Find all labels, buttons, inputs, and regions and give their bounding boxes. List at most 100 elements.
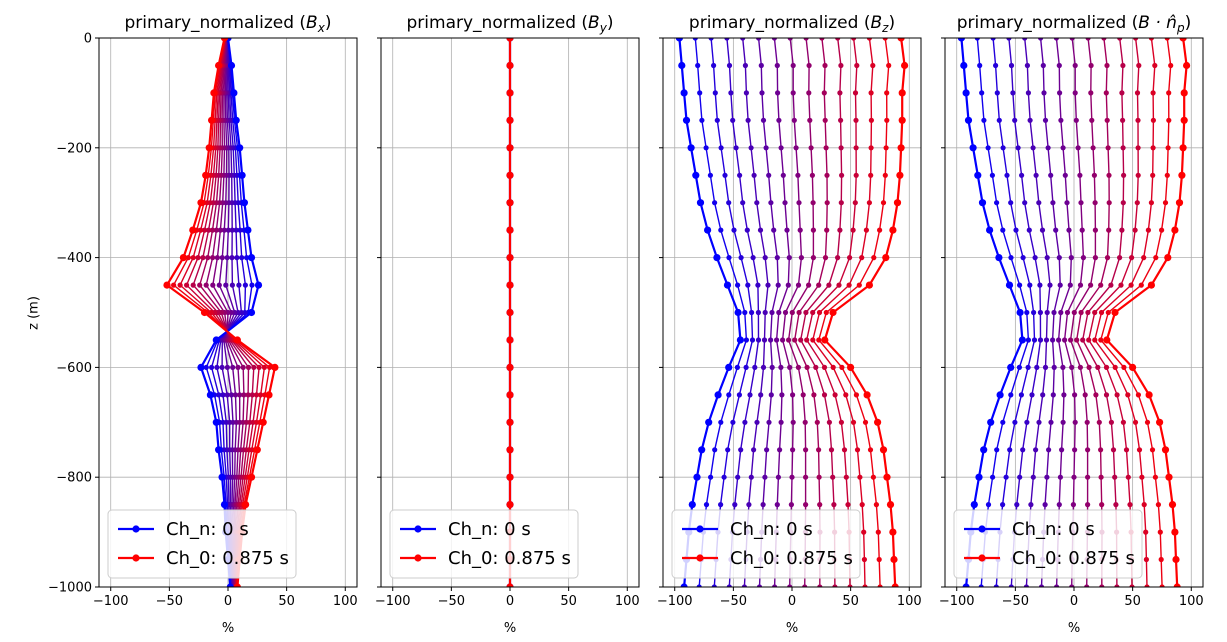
series-point — [1166, 117, 1172, 123]
series-point — [224, 392, 230, 398]
series-point — [238, 171, 246, 179]
series-point — [795, 172, 801, 178]
series-point — [797, 227, 803, 233]
series-point — [1037, 309, 1043, 316]
chart-panel-4: −100 −50 0 50 100% primary_normalized (B · n̂… — [939, 13, 1204, 636]
series-point — [1072, 419, 1078, 425]
series-point — [1037, 337, 1044, 343]
series-point — [742, 309, 748, 316]
series-point — [1040, 392, 1046, 398]
series-point — [985, 145, 991, 151]
series-point — [1152, 474, 1158, 480]
series-point — [506, 61, 514, 70]
series-point — [788, 502, 795, 508]
series-point — [1057, 282, 1063, 288]
series-point — [745, 282, 751, 288]
series-point — [1008, 62, 1015, 69]
legend-marker — [414, 525, 422, 533]
series-point — [735, 474, 741, 480]
series-point — [810, 309, 816, 316]
series-point — [763, 145, 769, 151]
series-point — [803, 474, 809, 480]
series-point — [749, 337, 756, 343]
series-point — [1045, 145, 1051, 151]
series-point — [790, 447, 796, 453]
series-point — [816, 474, 822, 480]
series-point — [1164, 38, 1170, 41]
series-point — [1056, 502, 1062, 508]
legend-label: Ch_n: 0 s — [166, 519, 249, 540]
series-point — [189, 226, 197, 234]
series-point — [1101, 38, 1107, 41]
series-point — [1073, 117, 1079, 123]
series-point — [1180, 89, 1188, 97]
series-point — [962, 583, 970, 587]
x-tick-label: 50 — [278, 594, 295, 609]
series-point — [779, 392, 785, 398]
series-point — [796, 200, 802, 206]
series-point — [787, 364, 793, 370]
series-point — [1027, 282, 1033, 288]
series-point — [1120, 419, 1126, 425]
x-tick-label: −50 — [720, 594, 747, 609]
series-point — [712, 90, 718, 96]
series-point — [790, 419, 796, 425]
series-point — [889, 528, 897, 536]
series-point — [726, 62, 733, 69]
series-point — [743, 337, 750, 343]
series-point — [1041, 90, 1047, 96]
series-point — [256, 364, 262, 370]
series-point — [697, 90, 703, 96]
series-point — [791, 117, 797, 123]
series-point — [806, 90, 812, 96]
series-point — [769, 309, 775, 316]
series-point — [746, 502, 752, 508]
series-point — [1031, 309, 1037, 316]
series-point — [726, 200, 732, 206]
series-point — [1119, 227, 1125, 233]
series-point — [1104, 62, 1110, 69]
series-point — [1016, 308, 1024, 317]
series-point — [1003, 474, 1009, 480]
series-point — [877, 227, 883, 233]
series-point — [1150, 117, 1156, 123]
series-point — [996, 391, 1004, 399]
series-point — [866, 200, 873, 206]
series-point — [839, 172, 845, 178]
series-point — [816, 309, 823, 316]
series-point — [1027, 117, 1033, 123]
series-point — [1129, 363, 1137, 371]
legend: Ch_n: 0 s Ch_0: 0.875 s — [107, 509, 297, 579]
series-point — [237, 227, 243, 233]
series-point — [237, 392, 243, 398]
series-point — [974, 171, 982, 179]
series-point — [1051, 364, 1057, 370]
series-point — [845, 502, 851, 508]
series-point — [1030, 145, 1036, 151]
series-point — [1062, 172, 1068, 178]
series-point — [253, 392, 260, 398]
series-point — [1085, 38, 1091, 41]
series-point — [793, 145, 799, 151]
series-point — [886, 501, 895, 509]
series-point — [1183, 61, 1191, 70]
series-point — [506, 363, 514, 371]
series-point — [1106, 227, 1112, 233]
series-point — [210, 89, 218, 97]
series-point — [766, 172, 772, 178]
series-point — [1098, 337, 1104, 343]
x-tick-label: −100 — [939, 594, 975, 609]
series-point — [898, 116, 906, 124]
series-point — [981, 117, 987, 123]
series-point — [1013, 227, 1019, 233]
series-point — [1066, 227, 1072, 233]
series-point — [823, 145, 829, 151]
series-point — [1008, 200, 1014, 206]
series-point — [975, 473, 983, 481]
series-point — [735, 282, 741, 288]
series-point — [804, 337, 810, 343]
series-point — [994, 447, 1000, 453]
series-point — [233, 227, 239, 233]
series-point — [1179, 38, 1187, 42]
